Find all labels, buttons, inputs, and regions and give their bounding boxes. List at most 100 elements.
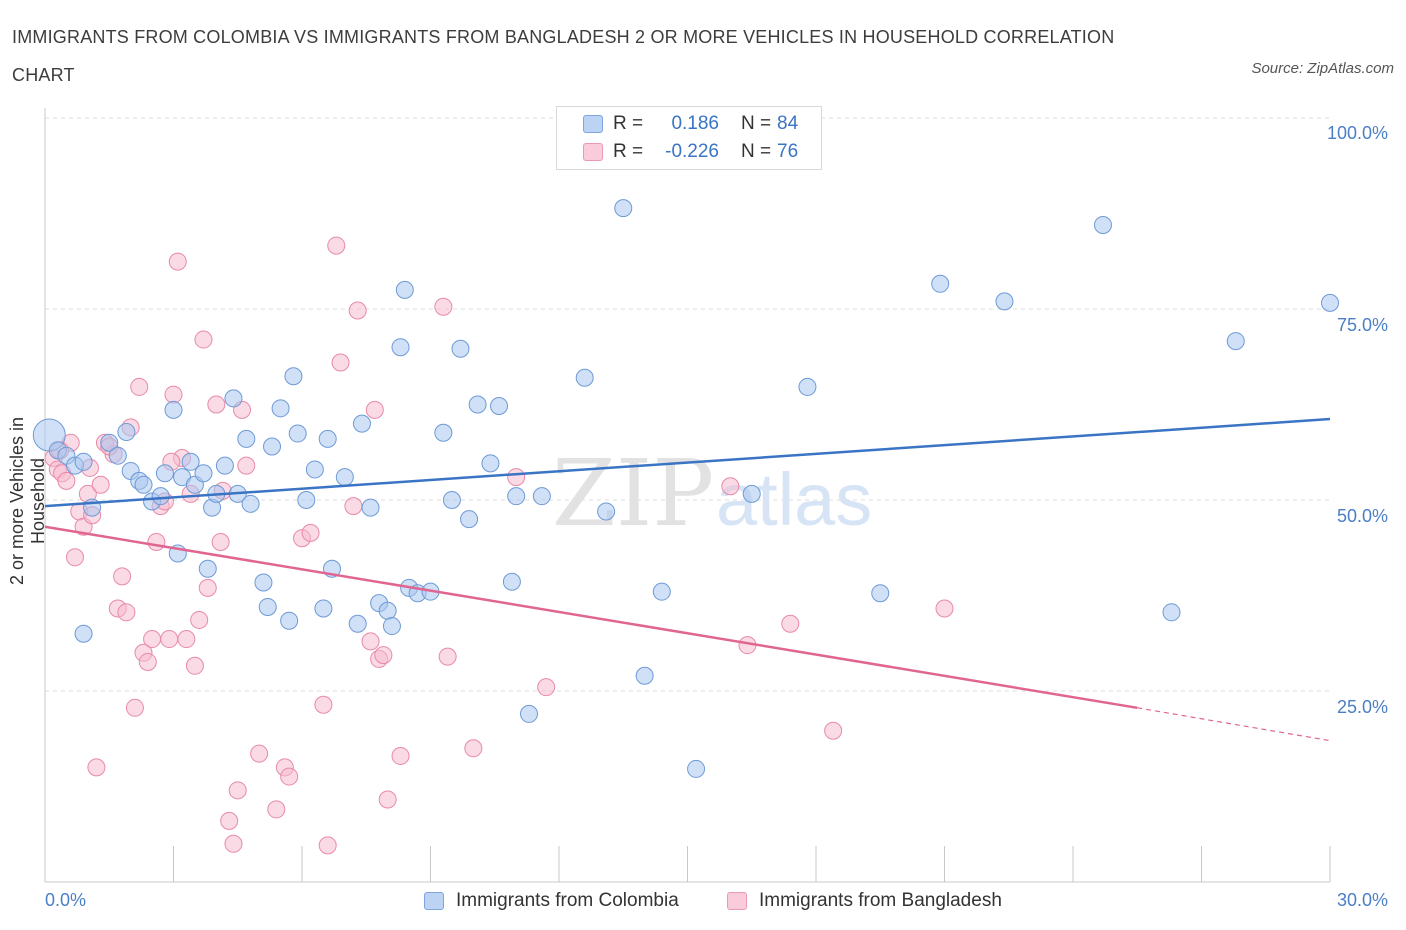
legend-swatch-pink [727, 892, 747, 910]
colombia-point [271, 399, 290, 418]
bangladesh-point [164, 385, 183, 404]
colombia-point [502, 572, 521, 591]
colombia-point [520, 704, 539, 723]
colombia-point [1226, 332, 1245, 351]
bangladesh-point [207, 395, 226, 414]
y-tick-50: 50.0% [1337, 506, 1389, 526]
source-label: Source: ZipAtlas.com [1251, 60, 1394, 77]
legend-swatch-blue [424, 892, 444, 910]
colombia-point [635, 666, 654, 685]
trend-lines [44, 417, 1331, 742]
colombia-point [451, 339, 470, 358]
bangladesh-point [537, 678, 556, 697]
bangladesh-point [331, 353, 350, 372]
colombia-point [348, 614, 367, 633]
bangladesh-trend-extension [1137, 707, 1331, 742]
bangladesh-point [237, 456, 256, 475]
bangladesh-point [365, 400, 384, 419]
bangladesh-point [125, 698, 144, 717]
colombia-point [652, 582, 671, 601]
bangladesh-point [130, 377, 149, 396]
colombia-point [687, 759, 706, 778]
bangladesh-point [143, 630, 162, 649]
colombia-trend-line [44, 417, 1331, 508]
colombia-point [224, 389, 243, 408]
colombia-point [117, 423, 136, 442]
legend-n-label: N = [741, 113, 772, 134]
y-tick-25: 25.0% [1337, 697, 1389, 717]
colombia-point [468, 395, 487, 414]
colombia-point [1321, 293, 1339, 312]
colombia-point [241, 494, 260, 513]
bangladesh-point [220, 811, 239, 830]
colombia-point [237, 429, 256, 448]
colombia-point [481, 454, 500, 473]
colombia-point [395, 280, 414, 299]
colombia-point [297, 491, 316, 509]
colombia-point [74, 624, 93, 643]
colombia-point [871, 584, 890, 603]
colombia-point [305, 460, 324, 479]
bangladesh-point [185, 656, 204, 675]
bangladesh-point [198, 578, 217, 597]
stats-legend: R = 0.186 N = 84 R = -0.226 N = 76 [556, 106, 822, 170]
colombia-point [318, 429, 337, 448]
colombia-point [378, 601, 397, 620]
bangladesh-point [464, 739, 483, 758]
bangladesh-point [177, 630, 196, 649]
colombia-point [507, 487, 526, 506]
colombia-point [108, 446, 127, 465]
legend-r-label: R = [613, 113, 644, 134]
colombia-point [155, 464, 174, 483]
legend-r-value: -0.226 [665, 141, 719, 162]
bangladesh-point [507, 468, 526, 487]
y-tick-75: 75.0% [1337, 315, 1389, 335]
bangladesh-point [224, 834, 243, 853]
bangladesh-point [344, 497, 363, 516]
colombia-point [100, 433, 119, 452]
watermark-atlas: atlas [716, 458, 872, 541]
bangladesh-point [824, 721, 843, 740]
bangladesh-point [147, 533, 166, 552]
colombia-point [280, 611, 299, 630]
colombia-point [198, 559, 217, 578]
colombia-point [314, 599, 333, 618]
colombia-point [490, 397, 509, 416]
y-tick-100: 100.0% [1327, 123, 1389, 143]
colombia-point [382, 617, 401, 636]
colombia-point [742, 484, 761, 503]
colombia-point [151, 487, 170, 506]
colombia-point [134, 475, 153, 494]
legend-label-bangladesh: Immigrants from Bangladesh [759, 890, 1002, 911]
bangladesh-point [250, 744, 269, 763]
bangladesh-point [438, 647, 457, 666]
x-tick-min: 0.0% [45, 890, 87, 910]
colombia-point [442, 491, 461, 509]
watermark-zip: ZIP [552, 440, 714, 547]
bangladesh-point [280, 767, 299, 786]
colombia-point [181, 452, 200, 471]
colombia-point [263, 437, 282, 456]
bangladesh-point [113, 567, 132, 586]
bangladesh-point [374, 646, 393, 665]
colombia-point [597, 502, 616, 521]
bangladesh-point [65, 548, 84, 567]
colombia-point [798, 377, 817, 396]
colombia-point [335, 468, 354, 487]
bangladesh-point [87, 758, 106, 777]
colombia-point [258, 597, 277, 616]
colombia-point [361, 498, 380, 517]
legend-n-value: 76 [777, 141, 799, 162]
colombia-point [215, 456, 234, 475]
bangladesh-point [138, 652, 157, 671]
bangladesh-point [348, 301, 367, 320]
bangladesh-point [318, 836, 337, 855]
legend-n-label: N = [741, 141, 772, 162]
colombia-point [254, 573, 273, 592]
legend-n-value: 84 [777, 113, 799, 134]
bangladesh-point [301, 523, 320, 542]
watermark: ZIP atlas [552, 440, 872, 547]
colombia-point [575, 368, 594, 387]
colombia-point [995, 292, 1014, 311]
bangladesh-point [721, 477, 740, 496]
